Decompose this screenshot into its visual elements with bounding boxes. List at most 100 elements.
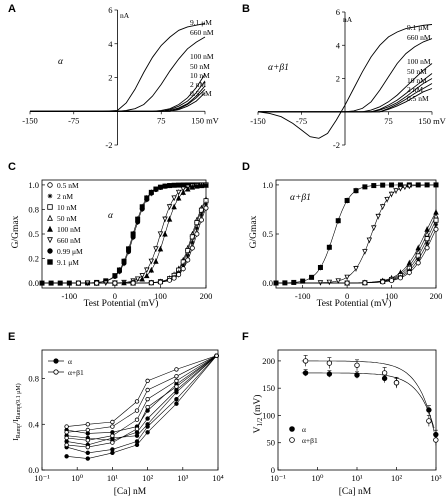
- data-point: [174, 401, 179, 406]
- legend-label: α+β1: [302, 436, 318, 445]
- data-point: [64, 430, 69, 435]
- legend-label: 9.1 μM: [407, 23, 429, 32]
- panel-c-series-label: α: [108, 211, 114, 221]
- data-point: [326, 244, 332, 250]
- data-point: [116, 268, 122, 274]
- panel-c-letter: C: [8, 161, 16, 173]
- legend-label: 10 nM: [407, 76, 427, 85]
- legend-label: 660 nM: [190, 28, 214, 37]
- data-point: [203, 205, 209, 211]
- data-point: [180, 266, 186, 272]
- y-tick-label: 4: [108, 39, 113, 49]
- data-point: [85, 450, 90, 456]
- data-point: [344, 198, 350, 204]
- legend-label: 50 nM: [57, 214, 77, 223]
- y-tick-label: 0.5: [262, 229, 273, 239]
- panel-d-ylabel: G/Gmax: [249, 215, 259, 248]
- data-point: [144, 267, 150, 274]
- x-tick-label: 10⁰: [71, 473, 84, 483]
- data-point: [402, 184, 408, 191]
- x-tick-label: -75: [68, 115, 79, 125]
- data-point: [85, 444, 90, 450]
- y-tick-label: 6: [108, 5, 112, 15]
- data-point-stroke: [186, 253, 190, 258]
- legend-label: 660 nM: [407, 33, 431, 42]
- y-tick-label: 0.0: [262, 278, 273, 288]
- data-point: [166, 204, 173, 210]
- data-point: [198, 182, 205, 189]
- legend-label: 0.99 μM: [57, 247, 83, 256]
- y-tick-label: -2: [333, 140, 340, 150]
- data-point: [366, 237, 373, 244]
- legend-marker: [47, 214, 53, 221]
- panel-f: F 10⁻¹ 10⁰ 10¹ 10² 10³ 0 50 100 150 200 α α+β1 [Ca]…: [242, 331, 442, 497]
- x-tick-label: 0: [345, 291, 349, 301]
- legend-marker: [47, 193, 53, 199]
- legend-label: 10 nM: [190, 71, 210, 80]
- legend-marker: [289, 437, 295, 443]
- x-tick-label: 10³: [177, 473, 189, 483]
- data-point: [371, 183, 377, 189]
- panel-c-ylabel: G/Gmax: [11, 215, 21, 248]
- y-tick-label: -2: [105, 140, 112, 150]
- panel-d-plot: -100 0 100 200 0.0 0.5 1.0: [262, 179, 442, 301]
- legend-label: 100 nM: [407, 57, 431, 66]
- data-point: [362, 249, 368, 255]
- x-tick-label: 200: [200, 291, 213, 301]
- data-point: [190, 240, 195, 245]
- x-tick-label: 10³: [430, 473, 442, 483]
- x-tick-label: 10⁴: [212, 473, 224, 483]
- panel-d-letter: D: [242, 161, 250, 173]
- panel-f-xlabel: [Ca] nM: [339, 487, 372, 497]
- data-point: [362, 280, 368, 286]
- data-point: [194, 183, 200, 189]
- trace-0.5-nM: [258, 88, 433, 113]
- data-point: [380, 279, 386, 285]
- data-point: [174, 384, 179, 389]
- data-point: [167, 277, 173, 283]
- data-point: [189, 245, 195, 251]
- y-tick-label: 200: [262, 356, 275, 366]
- data-point: [134, 408, 140, 413]
- data-point: [354, 362, 360, 368]
- data-point: [406, 270, 412, 276]
- data-point: [139, 273, 145, 279]
- data-point: [424, 245, 430, 251]
- data-point: [384, 196, 390, 203]
- data-point: [174, 367, 179, 372]
- data-point: [85, 438, 90, 443]
- legend-label: 0.5 nM: [190, 89, 212, 98]
- x-tick-label: 150 mV: [191, 115, 219, 125]
- y-tick-label: 4: [336, 40, 341, 50]
- data-point: [326, 360, 333, 366]
- y-tick-label: 0.0: [28, 278, 39, 288]
- panel-e: E 10⁻¹ 10⁰ 10¹ 10² 10³ 10⁴ 0.0 0.4 0.8 α α+β1 [Ca]…: [8, 331, 224, 497]
- data-point: [371, 225, 377, 231]
- y-tick-label: 2: [336, 74, 340, 84]
- x-tick-label: 10⁻¹: [34, 473, 50, 483]
- data-point: [175, 189, 182, 196]
- legend-label: 2 nM: [57, 192, 73, 201]
- y-tick-label: 150: [262, 383, 275, 393]
- data-point: [203, 182, 209, 188]
- legend-marker: [47, 248, 53, 254]
- data-point: [162, 216, 168, 223]
- data-point: [291, 279, 297, 285]
- fit-2-nM: [276, 224, 437, 284]
- legend-marker: [47, 204, 53, 210]
- y-tick-label: 0.2: [28, 254, 39, 264]
- data-point: [380, 182, 386, 188]
- data-point-stroke: [434, 222, 438, 227]
- data-point: [309, 274, 315, 280]
- x-tick-label: 75: [384, 116, 393, 126]
- x-tick-label: 10⁻¹: [270, 473, 286, 483]
- data-point: [135, 219, 141, 225]
- data-point: [130, 234, 136, 240]
- legend-marker: [47, 259, 53, 265]
- data-point: [166, 216, 173, 222]
- legend-marker: [47, 182, 53, 188]
- data-point: [64, 442, 69, 448]
- data-point: [94, 280, 100, 286]
- x-tick-label: -150: [250, 116, 266, 126]
